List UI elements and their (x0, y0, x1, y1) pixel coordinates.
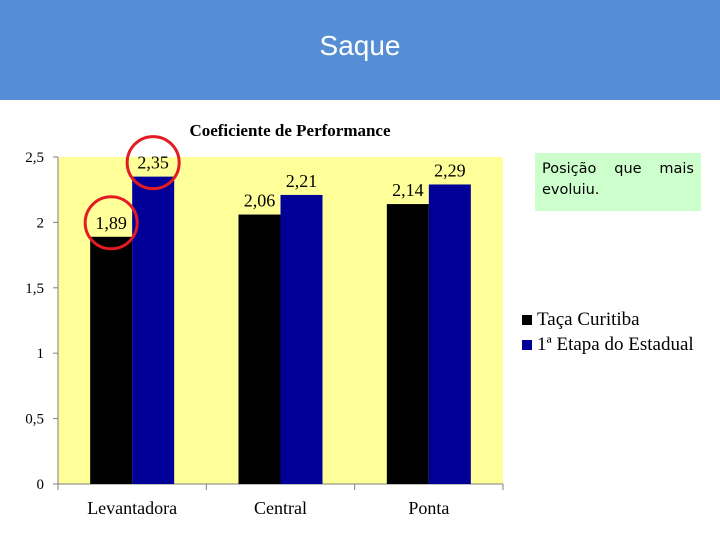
bar (132, 176, 175, 484)
bars (90, 176, 471, 484)
header-bar: Saque (0, 0, 720, 100)
bar (280, 194, 323, 484)
legend-label-taca-curitiba: Taça Curitiba (537, 309, 640, 330)
legend-swatch-estadual (522, 340, 532, 350)
highlight-circles (83, 135, 181, 251)
value-labels: 1,89 2,35 2,06 2,21 2,14 2,29 (95, 153, 465, 233)
bar (90, 236, 133, 484)
x-tick-label: Levantadora (87, 498, 177, 518)
x-ticks: Levantadora Central Ponta (57, 484, 504, 518)
data-label: 2,29 (434, 160, 466, 180)
data-label: 2,06 (244, 191, 276, 211)
y-tick-label: 1,5 (25, 281, 44, 297)
highlight-circle (125, 135, 181, 191)
bar (386, 204, 429, 484)
legend-swatch-taca-curitiba (522, 315, 532, 325)
bar (428, 184, 471, 484)
x-tick-label: Central (254, 498, 307, 518)
chart-title: Coeficiente de Performance (189, 121, 391, 140)
y-tick-label: 2,5 (25, 150, 44, 166)
highlight-circle (83, 195, 139, 251)
bar (238, 214, 281, 484)
data-label: 1,89 (95, 213, 127, 233)
data-label: 2,14 (392, 180, 424, 200)
note-box: Posição que mais evoluiu. (535, 153, 701, 211)
y-tick-label: 0,5 (25, 412, 44, 428)
y-tick-label: 1 (37, 346, 45, 362)
x-tick-label: Ponta (408, 498, 449, 518)
y-ticks: 0 0,5 1 1,5 2 2,5 (25, 150, 58, 493)
slide-title: Saque (319, 30, 401, 61)
data-label: 2,35 (137, 153, 169, 173)
y-tick-label: 2 (37, 215, 45, 231)
y-tick-label: 0 (37, 477, 45, 493)
data-label: 2,21 (286, 171, 318, 191)
legend-label-estadual: 1ª Etapa do Estadual (537, 334, 694, 355)
